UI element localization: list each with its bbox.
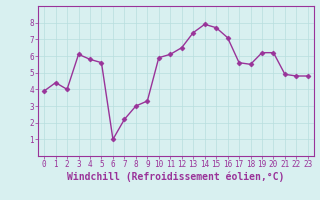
X-axis label: Windchill (Refroidissement éolien,°C): Windchill (Refroidissement éolien,°C) — [67, 172, 285, 182]
